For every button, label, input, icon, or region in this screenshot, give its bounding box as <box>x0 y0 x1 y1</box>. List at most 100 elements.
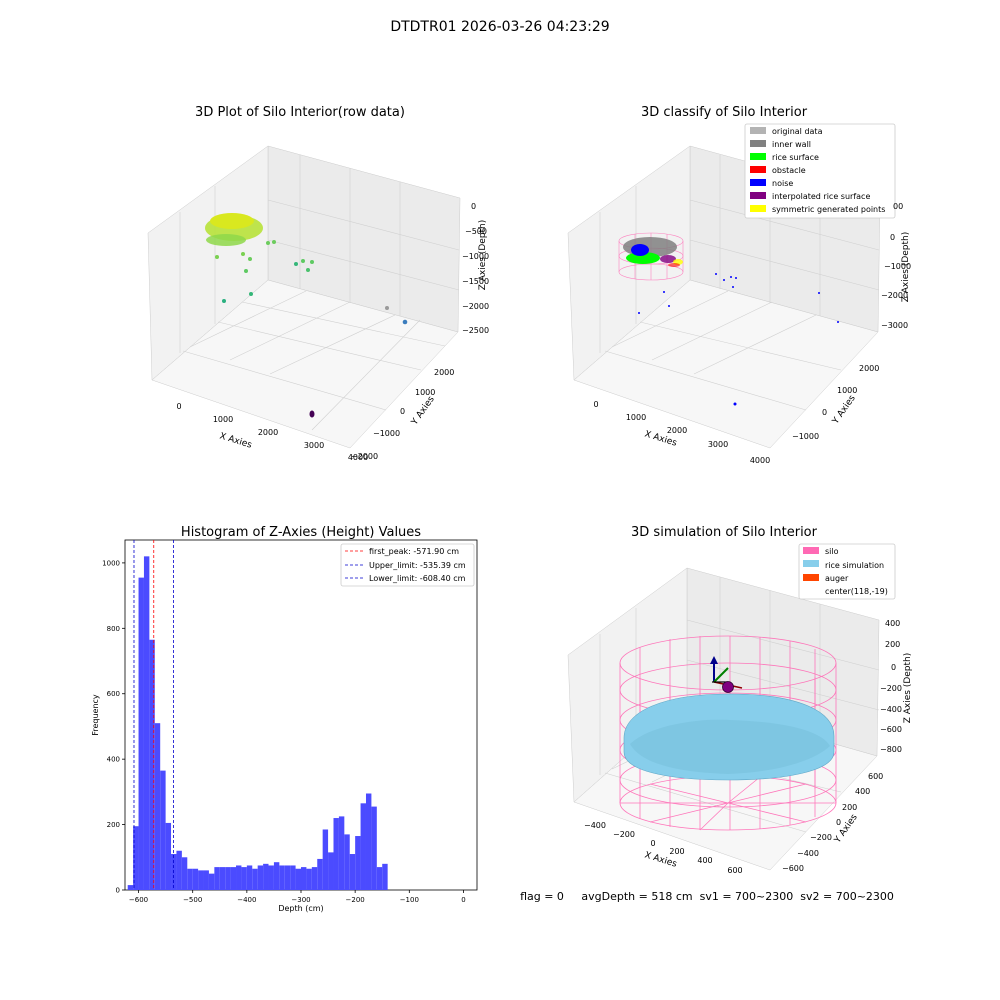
classify-y-tick: 0 <box>822 408 827 417</box>
raw-point <box>306 268 310 272</box>
sim-auger <box>710 656 743 693</box>
histogram-bar <box>365 793 372 890</box>
classify-rice-surface <box>626 252 660 264</box>
histogram-legend-frame <box>340 543 475 587</box>
histogram-bar <box>360 803 366 890</box>
histogram-x-tick: −500 <box>183 896 202 904</box>
raw-z-tick: −2500 <box>462 326 489 335</box>
sim-legend-label: center(118,-19) <box>825 587 888 596</box>
classify-y-tick: −1000 <box>792 432 819 441</box>
raw-y-tick: 0 <box>400 407 405 416</box>
sim-zlabel: Z Axies (Depth) <box>903 653 913 724</box>
classify-noise-blob <box>631 244 649 256</box>
histogram-y-tick: 400 <box>107 756 120 764</box>
histogram-bar <box>328 852 334 890</box>
classify-noise-point <box>668 305 670 307</box>
histogram-title: Histogram of Z-Axies (Height) Values <box>181 525 421 540</box>
histogram-bar <box>176 850 182 890</box>
sim-x-tick: 400 <box>697 856 712 865</box>
histogram-bar <box>230 867 237 890</box>
footer-status: flag = 0 avgDepth = 518 cm sv1 = 700~230… <box>520 890 894 903</box>
histogram-y-tick: 600 <box>107 690 120 698</box>
sim-y-tick: 0 <box>836 818 841 827</box>
histogram-bar <box>355 836 361 890</box>
classify-ylabel: Y Axies <box>830 393 858 426</box>
sim-z-tick: 0 <box>891 663 896 672</box>
sim-x-tick: −200 <box>613 830 635 839</box>
sim-z-tick: −400 <box>880 705 902 714</box>
raw-cluster-top <box>210 213 254 229</box>
classify-x-tick: 1000 <box>626 413 646 422</box>
classify-z-tick: −3000 <box>881 321 908 330</box>
classify-y-ticks: −1000 0 1000 2000 <box>792 364 879 441</box>
histogram-y-tick: 800 <box>107 625 120 633</box>
classify-x-tick: 4000 <box>750 456 770 465</box>
histogram-legend: first_peak: -571.90 cm Upper_limit: -535… <box>340 543 475 587</box>
sim-z-ticks: 400 200 0 −200 −400 −600 −800 <box>880 619 902 754</box>
raw-point <box>294 262 298 266</box>
raw-z-tick: −500 <box>465 227 487 236</box>
classify-noise-point <box>730 276 732 278</box>
histogram-x-ticks: −600 −500 −400 −300 −200 −100 0 <box>129 890 466 904</box>
classify-obstacle <box>668 263 680 267</box>
classify-y-tick: 2000 <box>859 364 879 373</box>
raw-y-tick: −2000 <box>351 452 378 461</box>
classify-legend-swatch <box>750 153 766 160</box>
histogram-bar <box>246 865 253 890</box>
histogram-bar <box>149 639 155 890</box>
sim-legend-swatch <box>803 547 819 554</box>
histogram-bar <box>273 862 280 890</box>
sim-y-ticks: −600 −400 −200 0 200 400 600 <box>782 772 883 873</box>
classify-noise-point <box>732 286 734 288</box>
sim-auger-center <box>722 681 734 693</box>
histogram-bar <box>236 865 242 890</box>
histogram-bar <box>127 885 134 890</box>
classify-zlabel: Z Axies (Depth) <box>901 232 911 303</box>
classify-legend-frame <box>744 123 896 219</box>
histogram-bar <box>214 867 220 890</box>
classify-noise-point <box>638 312 640 314</box>
classify-legend-label: noise <box>772 179 793 188</box>
histogram-plot-area <box>124 539 478 891</box>
histogram-bars <box>127 556 388 890</box>
sim-z-tick: −200 <box>880 684 902 693</box>
sim-legend-label: rice simulation <box>825 561 884 570</box>
classify-noise-point <box>663 291 665 293</box>
histogram-bar <box>263 863 269 890</box>
classify-z-tick: −1000 <box>884 262 911 271</box>
sim-z-tick: 200 <box>885 640 900 649</box>
histogram-bar <box>203 870 209 890</box>
raw-x-ticks: 0 1000 2000 3000 4000 <box>176 402 368 462</box>
histogram-bar <box>333 818 339 890</box>
sim-rice-surface-shade <box>630 719 830 774</box>
raw-zlabel: Z Axies (Depth) <box>478 220 488 291</box>
raw-z-tick: −2000 <box>462 302 489 311</box>
classify-z-tick: 0 <box>890 233 895 242</box>
raw-point <box>249 292 253 296</box>
histogram-bar <box>241 867 247 890</box>
classify-x-ticks: 0 1000 2000 3000 4000 <box>593 400 770 465</box>
classify-noise-point <box>818 292 820 294</box>
classify-z-tick: −2000 <box>881 291 908 300</box>
raw-point <box>248 257 252 261</box>
histogram-x-tick: −600 <box>129 896 148 904</box>
sim-z-tick: −800 <box>880 745 902 754</box>
classify-legend-label: inner wall <box>772 140 811 149</box>
histogram-bar <box>138 577 144 890</box>
sim-legend: silo rice simulation auger center(118,-1… <box>798 543 896 600</box>
classify-legend-label: interpolated rice surface <box>772 192 870 201</box>
histogram-bar <box>279 865 285 890</box>
sim-legend-label: auger <box>825 574 849 583</box>
raw-points <box>205 213 408 418</box>
histogram-x-tick: −200 <box>346 896 365 904</box>
sim-x-tick: 600 <box>727 866 742 875</box>
sim-legend-frame <box>798 543 896 600</box>
sim-auger-arrow-z <box>710 656 718 664</box>
classify-legend-label: symmetric generated points <box>772 205 885 214</box>
raw-y-tick: 2000 <box>434 368 454 377</box>
raw-point <box>309 410 315 418</box>
histogram-x-tick: 0 <box>461 896 465 904</box>
sim-y-tick: 400 <box>855 787 870 796</box>
raw-point <box>241 252 245 256</box>
histogram-xlabel: Depth (cm) <box>278 904 323 913</box>
